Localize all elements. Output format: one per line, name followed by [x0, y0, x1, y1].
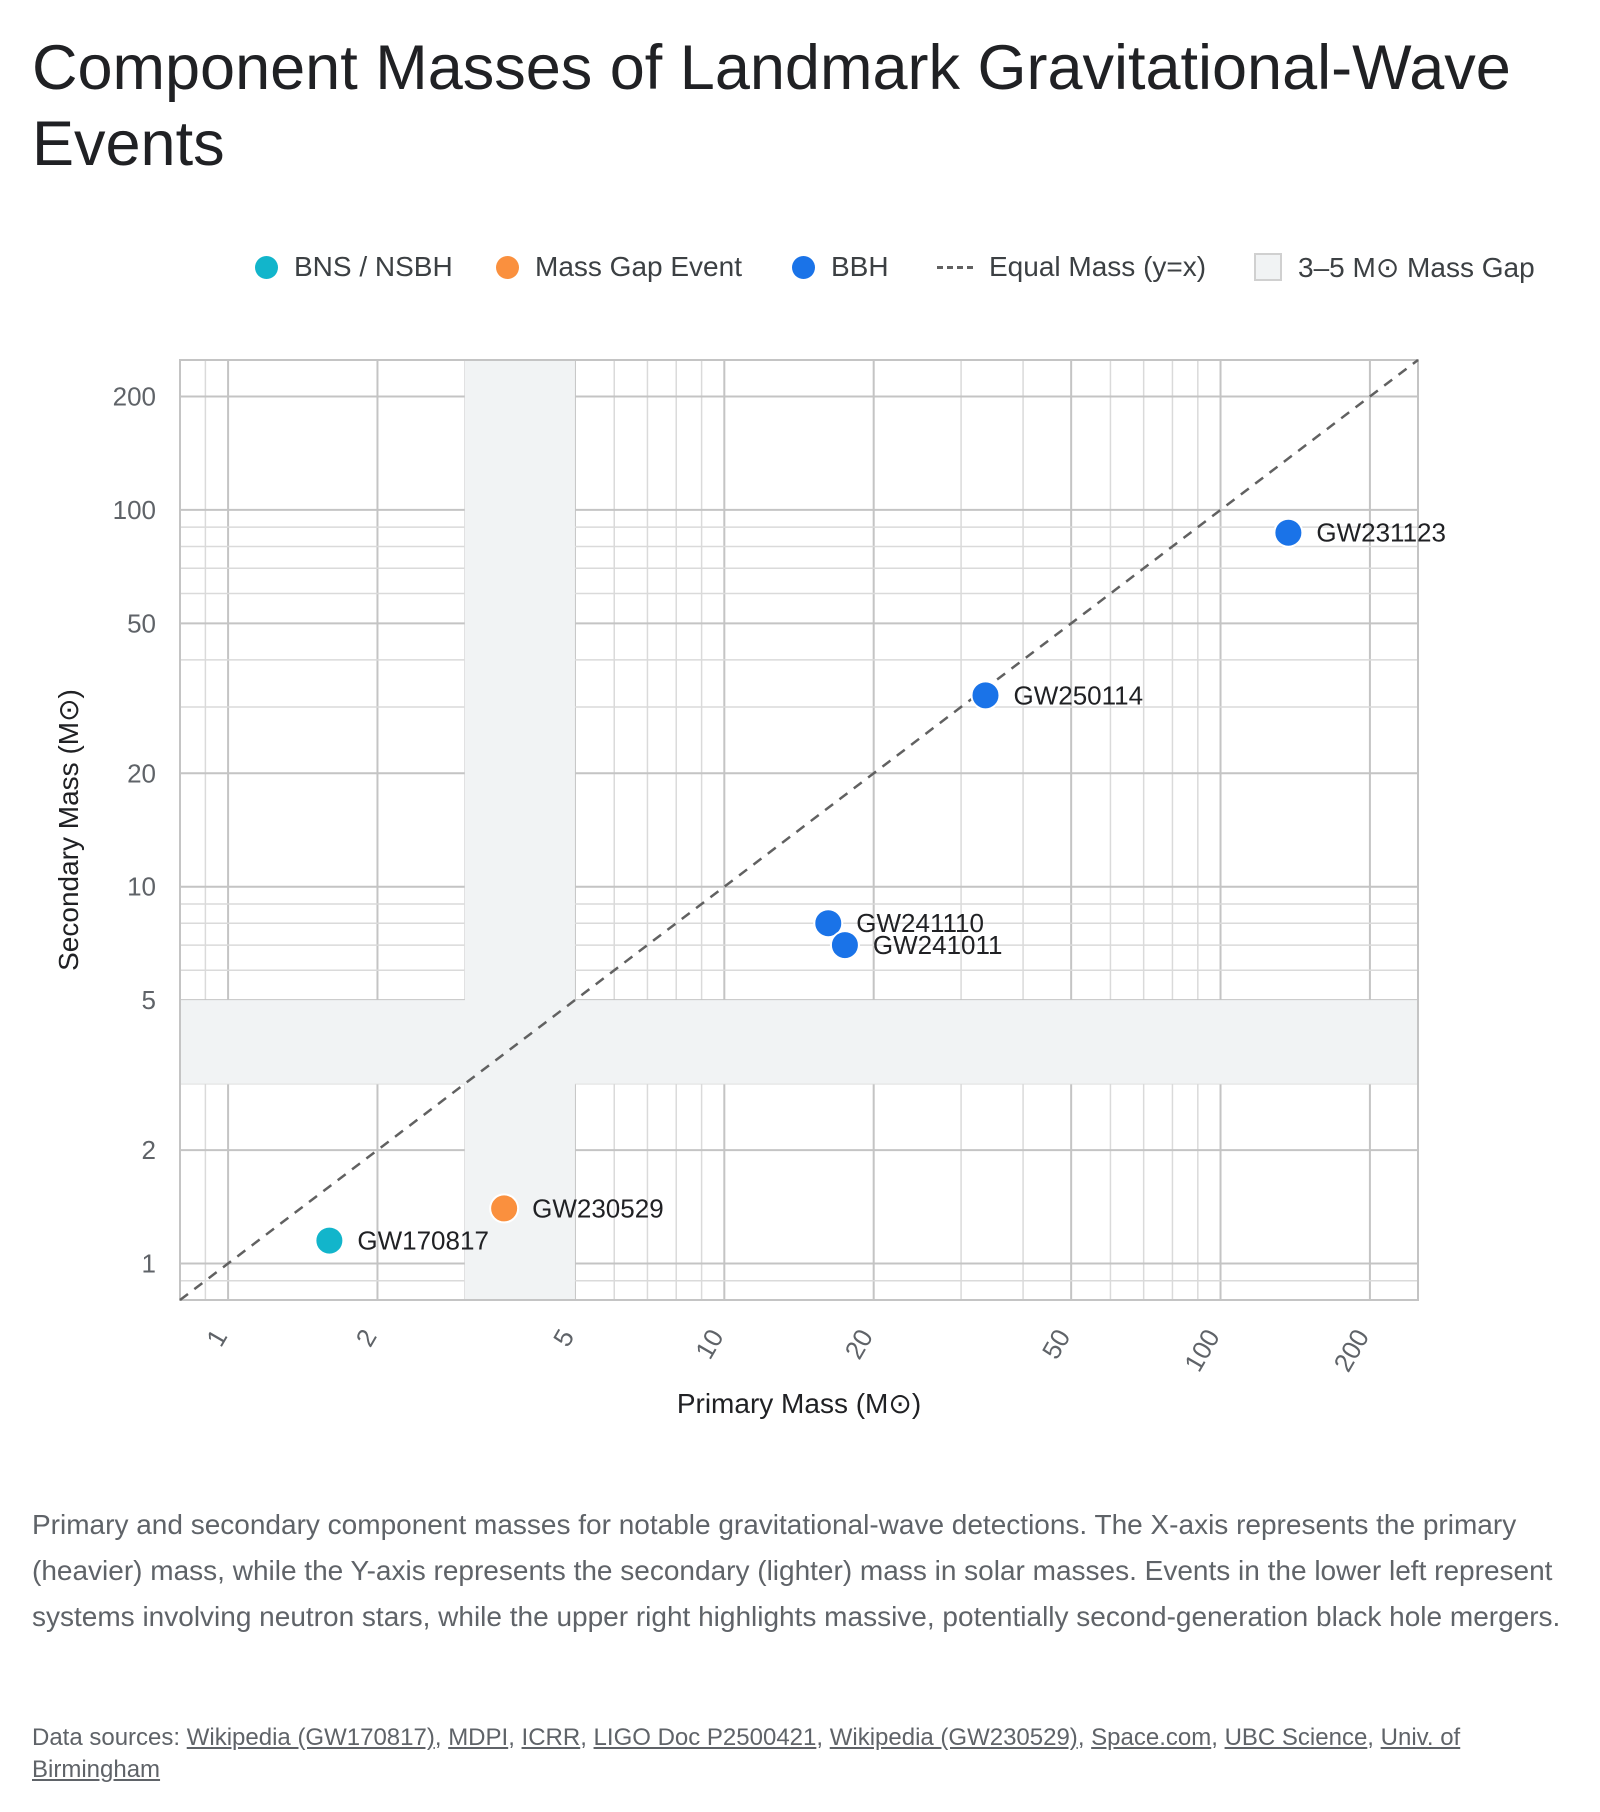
data-point: [1273, 517, 1304, 548]
data-point-label: GW231123: [1316, 518, 1446, 548]
source-link[interactable]: UBC Science: [1224, 1724, 1368, 1751]
y-tick-label: 5: [142, 985, 156, 1015]
chart-caption: Primary and secondary component masses f…: [32, 1509, 1561, 1632]
chart-title: Component Masses of Landmark Gravitation…: [32, 33, 1511, 179]
legend-item-bns[interactable]: BNS / NSBH: [255, 247, 453, 287]
plot-frame: [179, 359, 1419, 1301]
data-point-label: GW230529: [532, 1193, 664, 1223]
mass-gap-band-horizontal: [180, 1000, 1418, 1084]
x-tick-label: 10: [689, 1324, 729, 1364]
source-separator: ,: [580, 1724, 594, 1751]
y-tick-label: 200: [113, 382, 156, 412]
data-point: [314, 1225, 345, 1256]
source-separator: ,: [1211, 1724, 1225, 1751]
y-tick-label: 10: [127, 872, 156, 902]
data-point: [829, 930, 860, 961]
x-tick-label: 2: [349, 1324, 382, 1352]
y-tick-label: 50: [127, 608, 156, 638]
equal-mass-line: [179, 359, 1419, 1301]
source-link[interactable]: MDPI: [448, 1724, 509, 1751]
legend-label-mass-gap-band-text: 3–5 M⊙ Mass Gap: [1298, 251, 1535, 283]
legend-item-bbh[interactable]: BBH: [792, 247, 889, 287]
y-tick-labels: 1 2 5 10 20 50 100 200: [113, 382, 156, 1279]
legend-item-mass-gap-band[interactable]: 3–5 M⊙ Mass Gap: [1254, 247, 1535, 287]
legend-label-mass-gap-event: Mass Gap Event: [535, 251, 742, 282]
source-links: Wikipedia (GW170817), MDPI, ICRR, LIGO D…: [32, 1724, 1460, 1783]
data-point-label: GW250114: [1013, 680, 1143, 710]
source-separator: ,: [508, 1724, 522, 1751]
y-tick-label: 100: [113, 495, 156, 525]
source-link[interactable]: Univ. of Birmingham: [32, 1724, 1461, 1783]
data-point-label: GW170817: [357, 1226, 489, 1256]
source-separator: ,: [816, 1724, 830, 1751]
source-link[interactable]: Wikipedia (GW230529): [829, 1724, 1078, 1751]
scatter-chart: 1 2 5 10 20 50 100 200 1 2 5 10 20 50 100 200 Primary Ma…: [53, 359, 1446, 1419]
x-axis-title: Primary Mass (M⊙): [677, 1388, 921, 1419]
y-tick-label: 1: [142, 1248, 156, 1278]
data-point-label: GW241011: [873, 930, 1003, 960]
sources-prefix: Data sources:: [32, 1724, 187, 1751]
x-tick-label: 1: [200, 1324, 233, 1352]
x-tick-label: 5: [547, 1324, 580, 1352]
data-sources: Data sources: Wikipedia (GW170817), MDPI…: [32, 1722, 1532, 1786]
data-point-label: GW241110: [856, 908, 984, 938]
x-tick-label: 50: [1036, 1324, 1076, 1364]
y-tick-label: 20: [127, 758, 156, 788]
legend-marker-equal-mass: [937, 265, 973, 269]
mass-gap-band-vertical: [464, 360, 575, 1300]
source-link[interactable]: LIGO Doc P2500421: [593, 1724, 817, 1751]
legend-label-equal-mass: Equal Mass (y=x): [989, 251, 1207, 282]
source-separator: ,: [1367, 1724, 1381, 1751]
source-link[interactable]: Space.com: [1091, 1724, 1212, 1751]
legend-marker-bbh: [792, 255, 815, 279]
legend: BNS / NSBH Mass Gap Event BBH Equal Mass…: [0, 247, 1600, 287]
x-tick-label: 200: [1327, 1324, 1375, 1377]
source-separator: ,: [1077, 1724, 1092, 1751]
legend-label-bns: BNS / NSBH: [294, 251, 453, 282]
legend-marker-bns: [255, 255, 278, 279]
legend-item-mass-gap-event[interactable]: Mass Gap Event: [496, 247, 742, 287]
data-point: [813, 908, 844, 939]
source-link[interactable]: Wikipedia (GW170817): [186, 1724, 435, 1751]
y-axis-title: Secondary Mass (M⊙): [53, 689, 84, 971]
x-tick-label: 100: [1178, 1324, 1226, 1377]
legend-item-equal-mass[interactable]: Equal Mass (y=x): [937, 247, 1206, 287]
source-separator: ,: [434, 1724, 449, 1751]
x-tick-label: 20: [838, 1324, 878, 1364]
legend-marker-mass-gap-event: [496, 255, 519, 279]
data-point: [489, 1193, 520, 1224]
x-tick-labels: 1 2 5 10 20 50 100 200: [200, 1324, 1375, 1377]
data-point: [970, 680, 1001, 711]
source-link[interactable]: ICRR: [521, 1724, 581, 1751]
legend-label-bbh: BBH: [831, 251, 889, 282]
legend-label-mass-gap-band: 3–5 M⊙ Mass Gap: [1298, 251, 1535, 284]
legend-marker-mass-gap-band: [1254, 253, 1282, 281]
y-tick-label: 2: [142, 1135, 156, 1165]
